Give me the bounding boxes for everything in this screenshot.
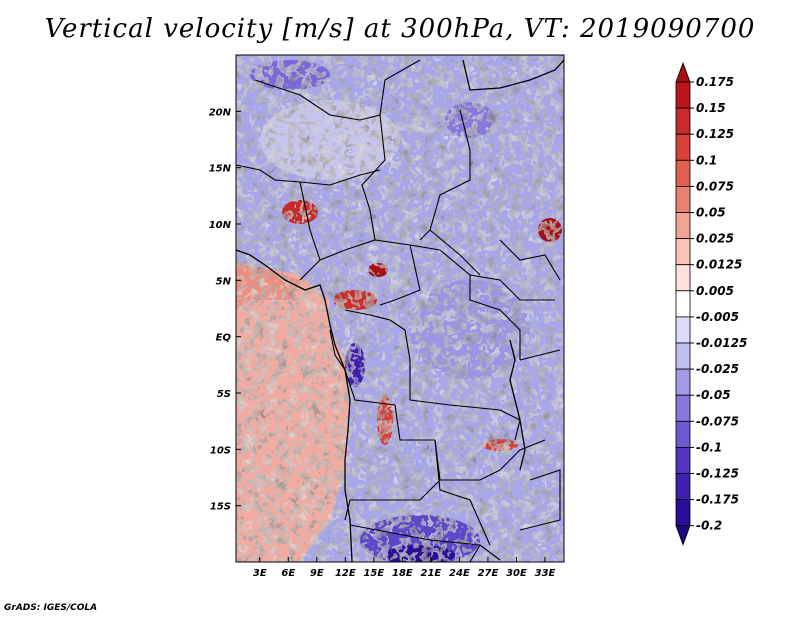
colorbar-label: 0.1 bbox=[696, 153, 717, 167]
x-tick-label: 3E bbox=[253, 568, 267, 579]
colorbar-swatch bbox=[675, 81, 691, 109]
colorbar-swatch bbox=[675, 159, 691, 187]
colorbar-swatch bbox=[675, 238, 691, 266]
colorbar-label: -0.075 bbox=[696, 414, 739, 428]
colorbar-label: -0.125 bbox=[696, 467, 739, 481]
colorbar-swatch bbox=[675, 499, 691, 527]
y-axis: 20N 15N 10N 5N EQ 5S 10S 15S bbox=[209, 107, 241, 513]
colorbar-label: -0.1 bbox=[696, 440, 722, 454]
credit-text: GrADS: IGES/COLA bbox=[4, 603, 98, 613]
colorbar-label: 0.125 bbox=[696, 127, 734, 141]
x-tick-label: 9E bbox=[310, 568, 324, 579]
y-tick-label: 15N bbox=[209, 164, 232, 175]
coastline bbox=[236, 59, 564, 562]
colorbar-swatch bbox=[675, 185, 691, 213]
colorbar: 0.175 0.15 0.125 0.1 0.075 0.05 0.025 0.0125 0.0… bbox=[675, 61, 747, 546]
y-tick-label: 5S bbox=[217, 389, 231, 400]
colorbar-swatch bbox=[675, 420, 691, 448]
colorbar-bottom-triangle bbox=[675, 525, 691, 546]
colorbar-swatch bbox=[675, 290, 691, 318]
x-tick-label: 21E bbox=[421, 568, 442, 579]
colorbar-swatch bbox=[675, 107, 691, 135]
country-borders bbox=[236, 59, 561, 562]
colorbar-label: 0.05 bbox=[696, 206, 726, 220]
colorbar-label: 0.15 bbox=[696, 101, 726, 115]
colorbar-swatch bbox=[675, 316, 691, 344]
y-tick-label: EQ bbox=[216, 333, 232, 344]
map-field bbox=[236, 55, 564, 562]
x-tick-label: 33E bbox=[535, 568, 556, 579]
colorbar-label: -0.005 bbox=[696, 310, 739, 324]
x-axis: 3E 6E 9E 12E 15E 18E 21E 24E 27E 30E 33E bbox=[253, 557, 556, 579]
field-texture bbox=[236, 55, 564, 562]
colorbar-swatch bbox=[675, 264, 691, 292]
x-tick-label: 30E bbox=[506, 568, 527, 579]
colorbar-top-triangle bbox=[675, 61, 691, 83]
y-tick-label: 10N bbox=[209, 220, 232, 231]
colorbar-swatch bbox=[675, 133, 691, 161]
colorbar-label: 0.005 bbox=[696, 284, 734, 298]
chart-title: Vertical velocity [m/s] at 300hPa, VT: 2… bbox=[44, 14, 756, 44]
colorbar-label: 0.175 bbox=[696, 75, 734, 89]
colorbar-swatch bbox=[675, 446, 691, 474]
colorbar-swatch bbox=[675, 342, 691, 370]
y-tick-label: 5N bbox=[216, 276, 232, 287]
x-tick-label: 15E bbox=[363, 568, 384, 579]
colorbar-label: 0.0125 bbox=[696, 258, 742, 272]
colorbar-swatch bbox=[675, 368, 691, 396]
colorbar-label: -0.05 bbox=[696, 388, 731, 402]
colorbar-label: -0.0125 bbox=[696, 336, 747, 350]
colorbar-label: -0.2 bbox=[696, 519, 722, 533]
x-tick-label: 24E bbox=[449, 568, 470, 579]
map-frame bbox=[235, 54, 565, 563]
x-tick-label: 12E bbox=[335, 568, 356, 579]
x-tick-label: 27E bbox=[478, 568, 499, 579]
colorbar-label: 0.025 bbox=[696, 232, 734, 246]
x-tick-label: 18E bbox=[392, 568, 413, 579]
colorbar-swatch bbox=[675, 212, 691, 240]
colorbar-label: 0.075 bbox=[696, 179, 734, 193]
y-tick-label: 15S bbox=[210, 502, 231, 513]
y-tick-label: 10S bbox=[210, 445, 231, 456]
colorbar-label: -0.025 bbox=[696, 362, 739, 376]
x-tick-label: 6E bbox=[281, 568, 295, 579]
colorbar-swatch bbox=[675, 473, 691, 501]
colorbar-swatch bbox=[675, 394, 691, 422]
colorbar-label: -0.175 bbox=[696, 493, 739, 507]
y-tick-label: 20N bbox=[209, 107, 232, 118]
